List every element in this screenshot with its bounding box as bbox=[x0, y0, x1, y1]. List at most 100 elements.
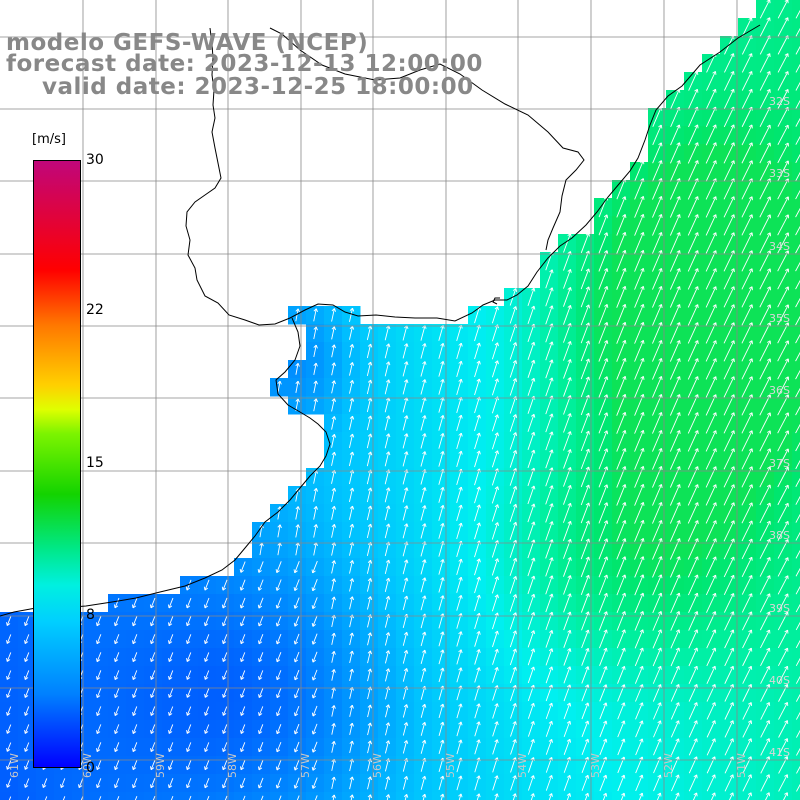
wind-arrow bbox=[759, 17, 771, 37]
wind-cell bbox=[162, 792, 181, 800]
wind-arrow bbox=[795, 81, 800, 91]
wind-arrow bbox=[759, 0, 771, 19]
wind-arrow bbox=[741, 17, 753, 37]
wind-cell bbox=[108, 792, 127, 800]
lon-label: 54W bbox=[516, 753, 529, 778]
wind-arrow bbox=[741, 71, 753, 91]
wind-arrow bbox=[759, 53, 771, 73]
wind-cell bbox=[792, 396, 800, 415]
wind-cell bbox=[792, 576, 800, 595]
wind-cell bbox=[792, 360, 800, 379]
lat-label: 39S bbox=[769, 602, 790, 615]
lon-label: 59W bbox=[154, 753, 167, 778]
wind-cell bbox=[270, 792, 289, 800]
wind-arrow bbox=[759, 71, 771, 91]
wind-cell bbox=[0, 792, 19, 800]
lat-label: 40S bbox=[769, 674, 790, 687]
wind-cell bbox=[792, 684, 800, 703]
wind-cell bbox=[792, 0, 800, 19]
wind-cell bbox=[792, 126, 800, 145]
lon-label: 57W bbox=[299, 753, 312, 778]
wind-cell bbox=[792, 180, 800, 199]
wind-cell bbox=[504, 792, 523, 800]
wind-cell bbox=[792, 702, 800, 721]
colorbar-tick-15: 15 bbox=[86, 455, 104, 471]
wind-arrow bbox=[795, 27, 800, 37]
wind-cell bbox=[684, 792, 703, 800]
wind-arrow bbox=[724, 53, 735, 73]
wind-cell bbox=[792, 540, 800, 559]
wind-cell bbox=[702, 792, 721, 800]
wind-cell bbox=[558, 792, 577, 800]
wind-cell bbox=[792, 54, 800, 73]
wind-cell bbox=[522, 792, 541, 800]
wind-cell bbox=[756, 792, 775, 800]
wind-cell bbox=[792, 36, 800, 55]
wind-cell bbox=[720, 792, 739, 800]
colorbar-tick-8: 8 bbox=[86, 607, 95, 623]
colorbar-tick-22: 22 bbox=[86, 302, 104, 318]
lat-label: 34S bbox=[769, 240, 790, 253]
wind-arrow bbox=[652, 124, 663, 146]
valid-date: valid date: 2023-12-25 18:00:00 bbox=[42, 74, 474, 100]
wind-arrow bbox=[759, 88, 771, 109]
wind-arrow bbox=[777, 71, 789, 91]
wind-cell bbox=[72, 792, 91, 800]
lon-label: 51W bbox=[735, 753, 748, 778]
wind-arrow bbox=[795, 45, 800, 55]
wind-cell bbox=[252, 792, 271, 800]
wind-arrow bbox=[795, 99, 800, 109]
wind-cell bbox=[792, 216, 800, 235]
wind-cell bbox=[198, 792, 217, 800]
river-plate-north-shore bbox=[492, 297, 500, 305]
wind-cell bbox=[594, 792, 613, 800]
wind-cell bbox=[612, 792, 631, 800]
forecast-date: forecast date: 2023-12-13 12:00:00 bbox=[6, 51, 483, 77]
wind-arrow bbox=[795, 117, 800, 127]
wind-vectors bbox=[6, 0, 800, 800]
lat-label: 37S bbox=[769, 457, 790, 470]
wind-cell bbox=[792, 612, 800, 631]
wind-arrow bbox=[777, 53, 789, 73]
lon-label: 53W bbox=[589, 753, 602, 778]
wind-cell bbox=[792, 162, 800, 181]
wind-cell bbox=[792, 756, 800, 775]
wind-cell bbox=[126, 792, 145, 800]
colorbar bbox=[33, 160, 81, 768]
wind-cell bbox=[792, 630, 800, 649]
lat-label: 41S bbox=[769, 746, 790, 759]
wind-cell bbox=[792, 432, 800, 451]
wind-cell bbox=[18, 792, 37, 800]
wind-cell bbox=[576, 792, 595, 800]
wind-cell bbox=[792, 414, 800, 433]
wind-arrow bbox=[741, 53, 753, 73]
lat-label: 32S bbox=[769, 95, 790, 108]
wind-cell bbox=[90, 792, 109, 800]
wind-cell bbox=[792, 324, 800, 343]
lat-label: 35S bbox=[769, 312, 790, 325]
wind-arrow bbox=[688, 88, 699, 109]
wind-cell bbox=[792, 648, 800, 667]
colorbar-unit: [m/s] bbox=[32, 132, 66, 147]
wind-cell bbox=[774, 792, 793, 800]
lat-label: 36S bbox=[769, 384, 790, 397]
wind-cell bbox=[792, 72, 800, 91]
wind-arrow bbox=[777, 0, 789, 19]
wind-cell bbox=[36, 792, 55, 800]
wind-cell bbox=[630, 792, 649, 800]
wind-cell bbox=[792, 198, 800, 217]
wind-cell bbox=[792, 306, 800, 325]
wind-cell bbox=[792, 108, 800, 127]
wind-cell bbox=[792, 468, 800, 487]
lon-label: 61W bbox=[8, 753, 21, 778]
wind-arrow bbox=[688, 71, 699, 91]
wind-cell bbox=[792, 252, 800, 271]
lat-label: 38S bbox=[769, 529, 790, 542]
wind-arrow bbox=[723, 88, 735, 109]
wind-cell bbox=[216, 792, 235, 800]
wind-arrow bbox=[777, 17, 789, 37]
wind-cell bbox=[792, 594, 800, 613]
lat-label: 33S bbox=[769, 167, 790, 180]
wind-cell bbox=[234, 792, 253, 800]
